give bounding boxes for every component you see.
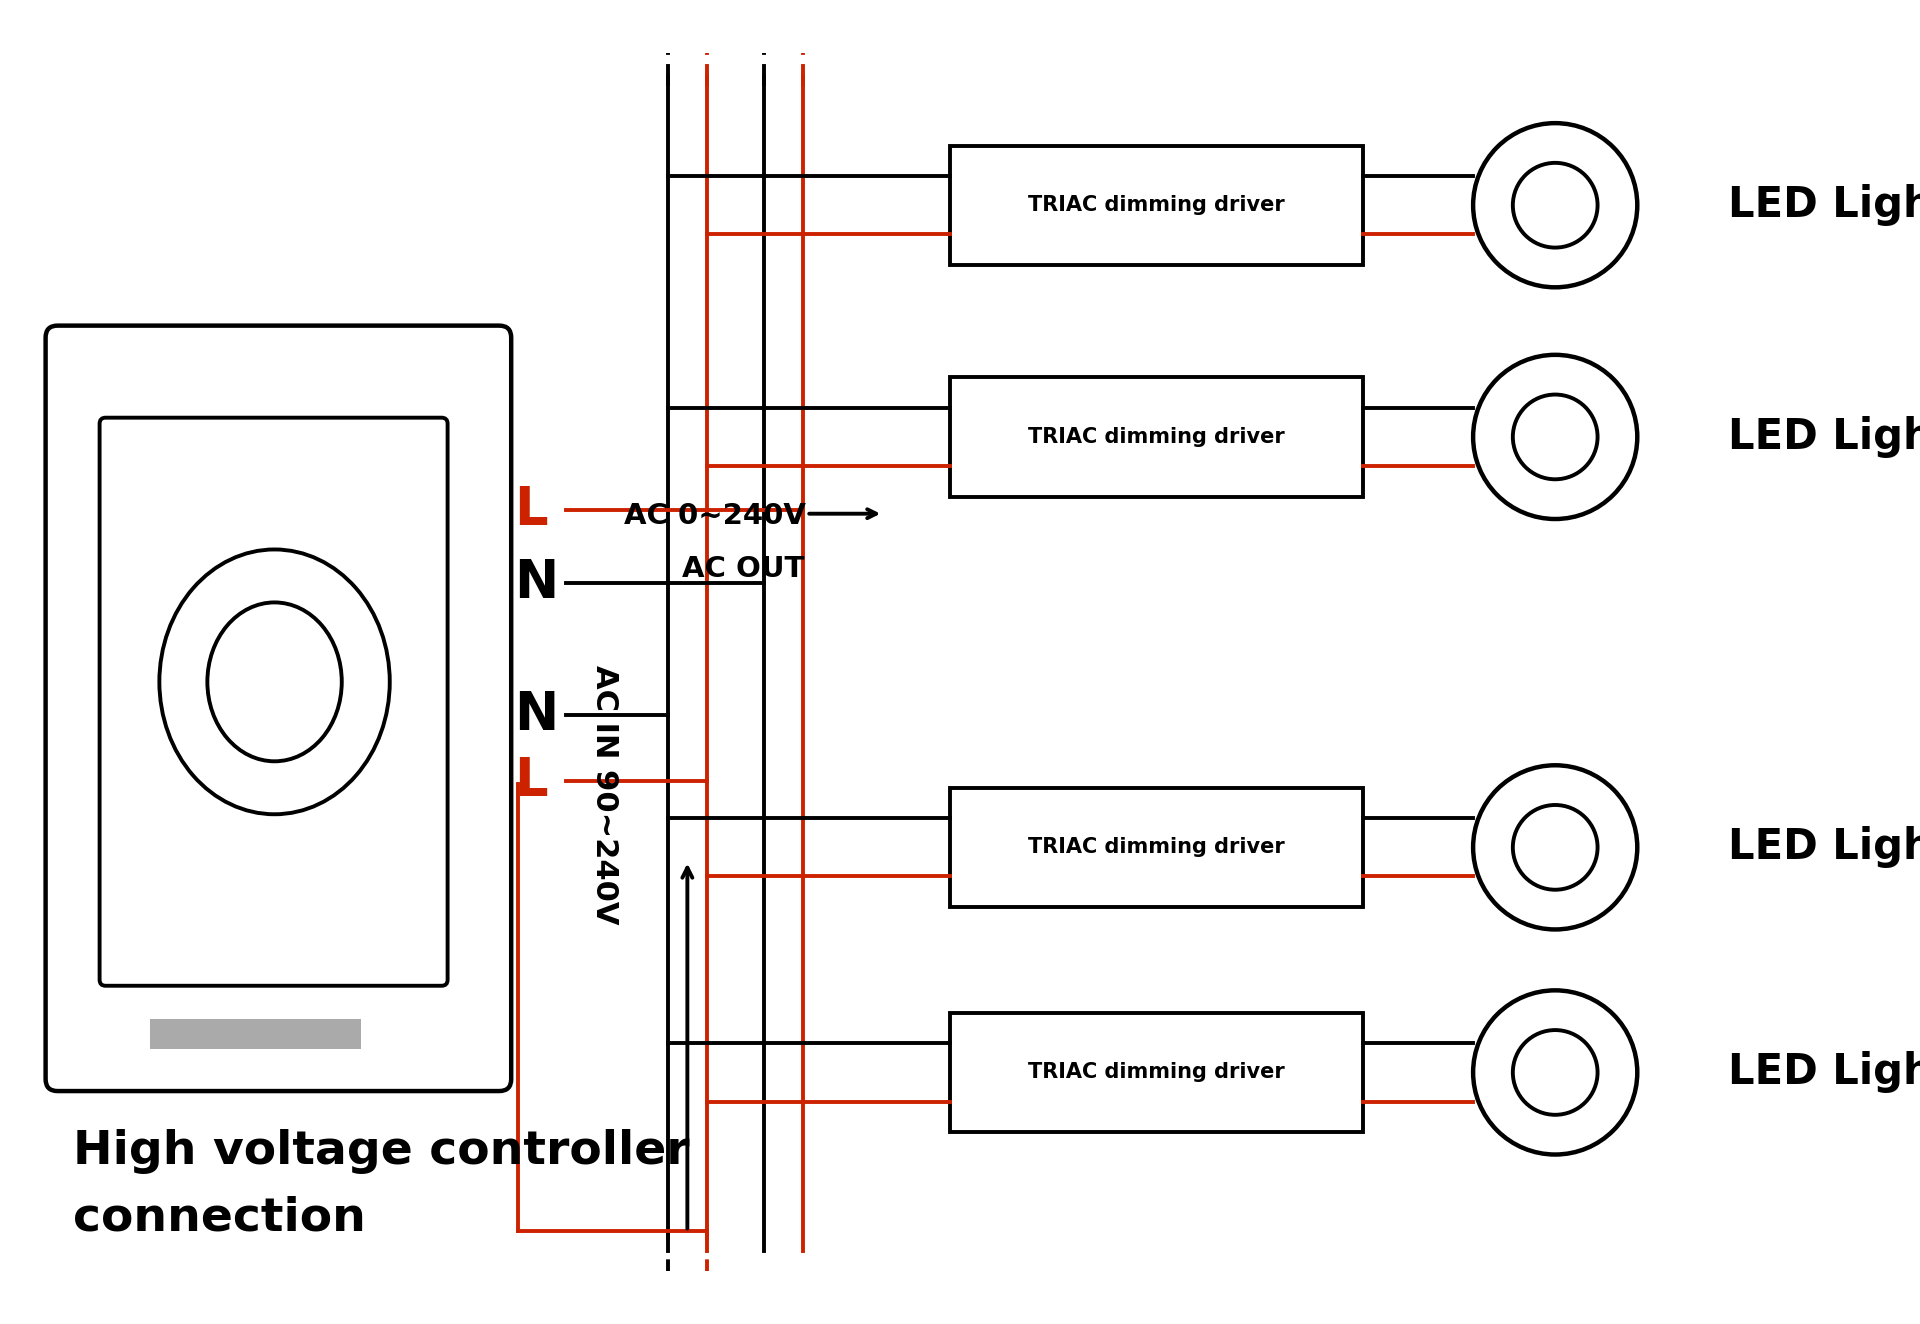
Ellipse shape [159,549,390,814]
Text: L: L [515,483,549,536]
Text: AC 0~240V: AC 0~240V [624,502,806,531]
Ellipse shape [207,602,342,761]
Circle shape [1473,990,1638,1155]
Text: N: N [515,556,559,609]
Circle shape [1513,1030,1597,1115]
Text: TRIAC dimming driver: TRIAC dimming driver [1029,426,1284,448]
Circle shape [1513,163,1597,248]
Text: LED Light: LED Light [1728,1051,1920,1094]
Bar [950,146,1363,265]
Text: LED Light: LED Light [1728,416,1920,458]
Text: LED Light: LED Light [1728,826,1920,869]
Text: TRIAC dimming driver: TRIAC dimming driver [1029,837,1284,858]
Text: AC IN 90~240V: AC IN 90~240V [589,665,620,924]
Text: N: N [515,688,559,741]
Text: L: L [515,755,549,808]
Circle shape [1513,805,1597,890]
Bar [950,788,1363,907]
Text: AC OUT: AC OUT [682,555,804,584]
Text: connection: connection [73,1196,367,1241]
Bar [950,1013,1363,1132]
Bar [950,377,1363,496]
Text: LED Light: LED Light [1728,184,1920,226]
Circle shape [1473,355,1638,519]
Text: TRIAC dimming driver: TRIAC dimming driver [1029,195,1284,216]
FancyBboxPatch shape [46,326,511,1091]
Circle shape [1513,395,1597,479]
FancyBboxPatch shape [100,417,447,986]
Circle shape [1473,765,1638,929]
Circle shape [1473,123,1638,287]
Text: High voltage controller: High voltage controller [73,1129,689,1174]
Text: TRIAC dimming driver: TRIAC dimming driver [1029,1062,1284,1083]
Bar [150,1019,361,1049]
